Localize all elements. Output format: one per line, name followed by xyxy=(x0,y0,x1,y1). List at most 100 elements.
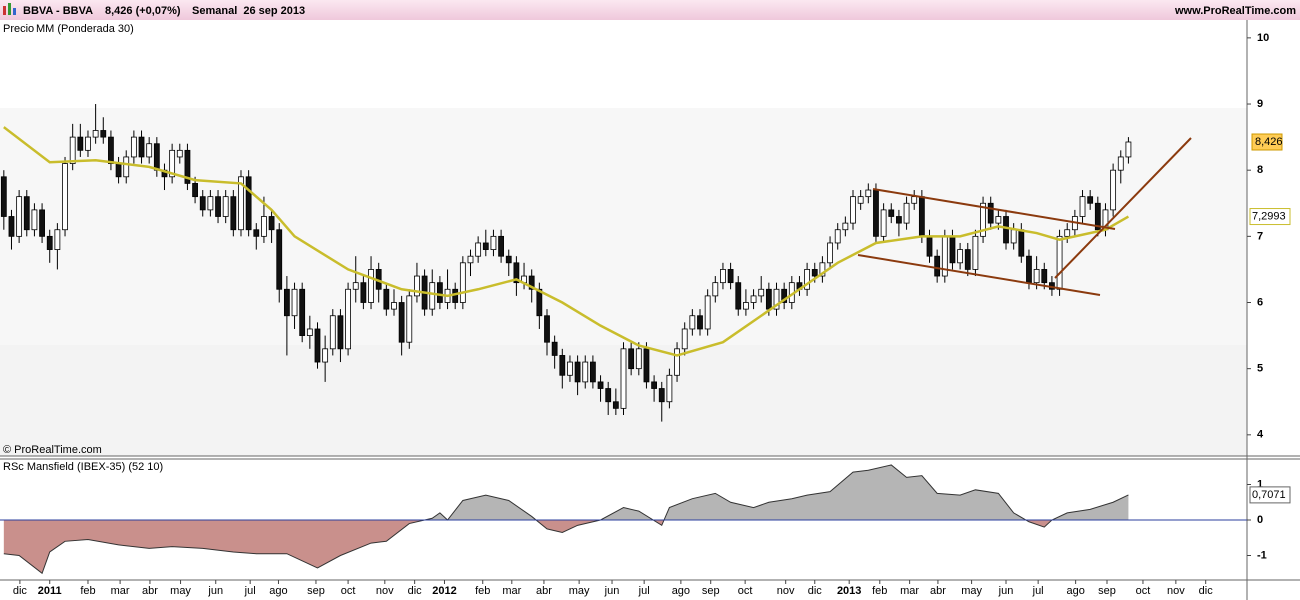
candle-body xyxy=(23,196,30,231)
candle-body xyxy=(69,136,76,164)
price-marker-label: 8,426 xyxy=(1255,136,1283,148)
candle-body xyxy=(184,149,191,184)
candle-body xyxy=(949,235,956,264)
x-tick-label: jul xyxy=(638,585,650,597)
x-tick-label: mar xyxy=(502,585,521,597)
candle-body xyxy=(574,361,581,383)
x-tick-label: may xyxy=(170,585,191,597)
x-tick-label: jun xyxy=(998,585,1014,597)
candle-body xyxy=(980,202,986,237)
x-tick-label: feb xyxy=(872,585,887,597)
logo xyxy=(13,8,16,15)
x-tick-label: dic xyxy=(13,585,28,597)
x-tick-label: abr xyxy=(930,585,946,597)
x-tick-label: oct xyxy=(341,585,356,597)
candle-body xyxy=(406,295,413,343)
candle-body xyxy=(972,235,979,270)
y-tick-label: 8 xyxy=(1257,164,1263,176)
candle-body xyxy=(957,249,964,264)
candle-body xyxy=(635,348,642,370)
x-tick-label: mar xyxy=(111,585,130,597)
candle-body xyxy=(283,288,290,317)
candle-body xyxy=(1003,216,1009,244)
candle-body xyxy=(459,262,466,303)
candle-body xyxy=(850,196,856,224)
x-tick-label: sep xyxy=(307,585,325,597)
candle-body xyxy=(765,288,772,310)
x-tick-label: feb xyxy=(475,585,490,597)
y-tick-label: 7 xyxy=(1257,230,1263,242)
x-tick-label: dic xyxy=(408,585,423,597)
candle-body xyxy=(77,136,84,151)
x-tick-label: jul xyxy=(244,585,256,597)
candle-body xyxy=(827,242,833,264)
site: www.ProRealTime.com xyxy=(1174,5,1296,17)
y-tick-label: 0 xyxy=(1257,514,1263,526)
candle-body xyxy=(720,269,726,284)
x-tick-label: nov xyxy=(376,585,394,597)
x-tick-label: jun xyxy=(207,585,223,597)
candle-body xyxy=(674,348,680,376)
candle-body xyxy=(0,176,7,217)
candle-body xyxy=(651,381,658,389)
candle-body xyxy=(467,255,474,264)
candle-body xyxy=(605,388,612,403)
header-bar xyxy=(0,0,1300,20)
y-tick-label: 1 xyxy=(1257,478,1263,490)
candle-body xyxy=(666,374,673,403)
indicator-line xyxy=(3,464,1129,575)
candle-body xyxy=(628,348,635,370)
area-negative xyxy=(3,520,1129,574)
candle-body xyxy=(1110,169,1117,211)
candle-body xyxy=(781,288,788,303)
candle-body xyxy=(1041,269,1048,284)
candle-body xyxy=(727,269,734,284)
candle-body xyxy=(54,229,61,250)
x-tick-label: 2013 xyxy=(837,585,861,597)
candle-body xyxy=(169,149,176,178)
candle-body xyxy=(536,288,543,317)
price-marker xyxy=(1251,133,1283,151)
x-tick-label: oct xyxy=(738,585,753,597)
moving-average xyxy=(3,126,1130,357)
x-tick-label: sep xyxy=(1098,585,1116,597)
candle-body xyxy=(306,328,313,336)
panel-bg xyxy=(0,108,1247,345)
candle-body xyxy=(398,302,405,343)
candle-body xyxy=(230,196,237,231)
candle-body xyxy=(811,269,818,277)
candle-body xyxy=(314,328,321,363)
candle-body xyxy=(329,315,336,350)
candle-body xyxy=(505,255,512,264)
candle-body xyxy=(643,348,650,383)
candle-body xyxy=(658,388,665,403)
candle-body xyxy=(345,288,351,350)
trend-lines xyxy=(857,137,1192,296)
x-tick-label: nov xyxy=(1167,585,1185,597)
candle-body xyxy=(681,328,688,350)
area-positive xyxy=(3,464,1129,520)
x-tick-label: nov xyxy=(777,585,795,597)
x-tick-label: feb xyxy=(80,585,95,597)
candle-body xyxy=(551,341,558,356)
x-tick-label: jun xyxy=(604,585,620,597)
candle-body xyxy=(176,149,183,158)
candle-body xyxy=(253,229,260,237)
candle-body xyxy=(896,216,902,224)
candle-body xyxy=(100,130,107,138)
y-tick-label: 5 xyxy=(1257,363,1263,375)
x-tick-label: 2011 xyxy=(38,585,62,597)
logo xyxy=(3,6,6,15)
candle-body xyxy=(559,355,566,376)
candle-body xyxy=(414,275,420,297)
candle-body xyxy=(582,361,589,383)
x-tick-label: may xyxy=(569,585,590,597)
candle-body xyxy=(911,196,918,204)
candle-body xyxy=(322,348,329,363)
y-tick-label: -1 xyxy=(1257,549,1267,561)
candle-body xyxy=(215,196,221,217)
symbol: BBVA - BBVA xyxy=(23,5,93,17)
candle-body xyxy=(352,282,359,290)
candle-body xyxy=(1010,229,1017,244)
candle-body xyxy=(926,235,933,257)
